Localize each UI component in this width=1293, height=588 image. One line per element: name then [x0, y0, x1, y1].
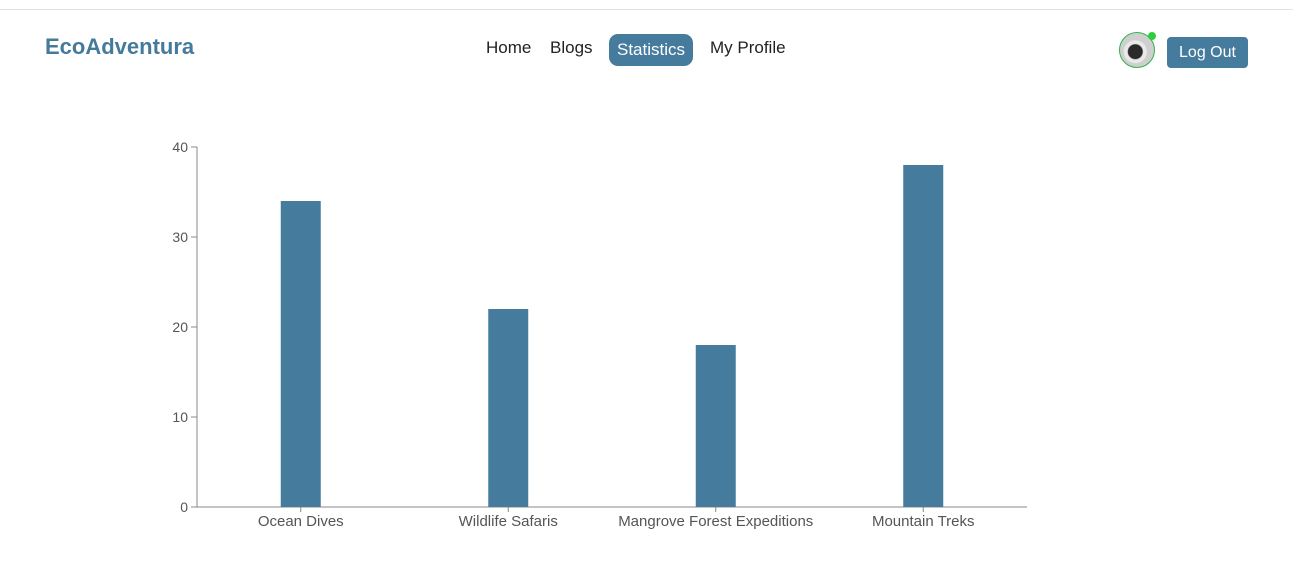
- nav-my-profile[interactable]: My Profile: [710, 38, 786, 57]
- header-divider: [0, 9, 1293, 10]
- x-tick-label: Mountain Treks: [872, 513, 975, 530]
- x-tick-label: Wildlife Safaris: [459, 513, 558, 530]
- logout-button[interactable]: Log Out: [1167, 37, 1248, 68]
- y-tick-label: 40: [172, 139, 188, 155]
- online-status-icon: [1148, 32, 1156, 40]
- bar: [280, 201, 321, 507]
- avatar[interactable]: [1119, 32, 1157, 70]
- y-tick-label: 0: [180, 499, 188, 515]
- y-tick-label: 20: [172, 319, 188, 335]
- bar: [695, 345, 736, 507]
- nav-blogs[interactable]: Blogs: [550, 38, 593, 57]
- y-tick-label: 30: [172, 229, 188, 245]
- nav-statistics[interactable]: Statistics: [609, 34, 694, 66]
- x-tick-label: Mangrove Forest Expeditions: [618, 513, 813, 530]
- y-tick-label: 10: [172, 409, 188, 425]
- main-nav: Home Blogs Statistics My Profile: [0, 34, 1293, 70]
- brand-logo[interactable]: EcoAdventura: [45, 34, 195, 59]
- bar: [488, 309, 529, 507]
- x-tick-label: Ocean Dives: [258, 513, 344, 530]
- bar: [903, 165, 944, 507]
- nav-home[interactable]: Home: [486, 38, 532, 57]
